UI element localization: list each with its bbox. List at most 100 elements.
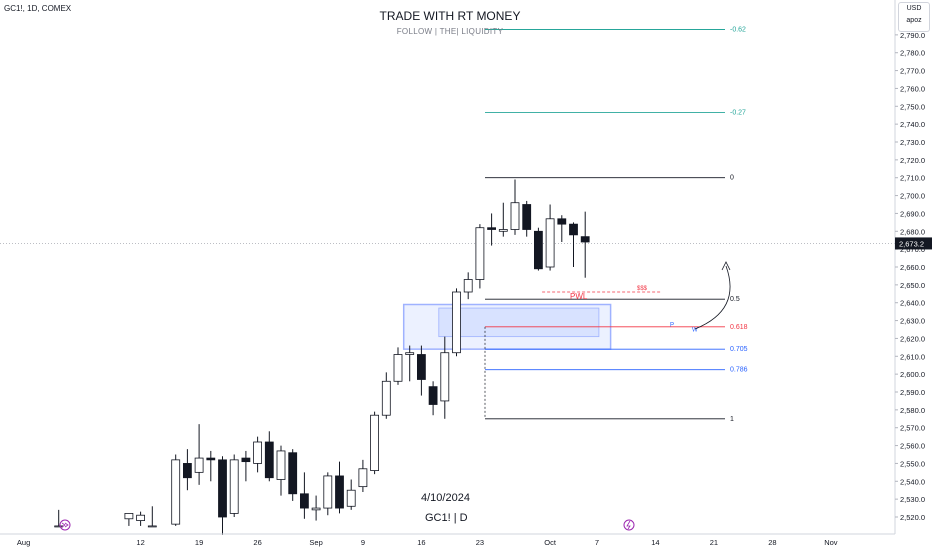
date-note: 4/10/2024 <box>421 492 470 504</box>
candlestick-series <box>54 179 590 535</box>
time-tick-label: 23 <box>476 538 484 547</box>
time-axis[interactable]: 26Aug121926Sep91623Oct7142128Nov <box>0 533 895 547</box>
price-tick-label: 2,740.0 <box>900 120 925 129</box>
zone-w-label: W <box>692 328 698 334</box>
price-axis[interactable]: 2,520.0 2,530.0 2,540.0 2,550.0 2,560.0 2,570… <box>894 0 932 534</box>
candle-body <box>463 279 473 293</box>
price-tick-label: 2,520.0 <box>900 513 925 522</box>
candle-body <box>182 463 192 479</box>
candle-body <box>346 489 356 507</box>
candle-body <box>218 459 227 518</box>
candle-body <box>381 380 391 416</box>
event-forward-icon <box>59 519 71 531</box>
time-tick-label: 16 <box>417 538 425 547</box>
fib-label: 0.786 <box>730 367 748 374</box>
currency-selector[interactable]: USD apoz <box>898 2 930 32</box>
time-tick-label: 9 <box>361 538 365 547</box>
price-tick-label: 2,750.0 <box>900 102 925 111</box>
candle-body <box>194 457 204 473</box>
candle-body <box>253 441 263 464</box>
symbol-note: GC1! | D <box>425 512 468 524</box>
price-tick-label: 2,780.0 <box>900 49 925 58</box>
candle-body <box>229 459 239 514</box>
chart-subtitle: FOLLOW | THE| LIQUIDITY <box>396 27 504 36</box>
candle-body <box>358 468 368 488</box>
price-tick-label: 2,710.0 <box>900 174 925 183</box>
fib-label: 1 <box>730 416 734 423</box>
curved-arrow <box>694 265 731 330</box>
time-tick-label: 21 <box>710 538 718 547</box>
liquidity-dollars-label: $$$ <box>637 286 648 292</box>
scale-label: apoz <box>906 17 922 24</box>
time-tick-label: 28 <box>768 538 776 547</box>
price-tick-label: 2,540.0 <box>900 477 925 486</box>
candle-body <box>136 514 146 521</box>
time-tick-label: 26 <box>253 538 261 547</box>
candle-body <box>416 354 426 380</box>
price-tick-label: 2,720.0 <box>900 156 925 165</box>
candle-body <box>498 229 508 232</box>
candle-body <box>557 218 567 225</box>
price-tick-label: 2,730.0 <box>900 138 925 147</box>
fib-label: -0.27 <box>730 110 746 117</box>
event-bolt-glyph-icon <box>626 520 631 530</box>
candle-body <box>510 202 520 230</box>
current-price-label: 2,673.2 <box>899 239 924 248</box>
price-tick-label: 2,590.0 <box>900 388 925 397</box>
fib-label: 0.5 <box>730 296 740 303</box>
price-tick-label: 2,560.0 <box>900 442 925 451</box>
price-tick-label: 2,620.0 <box>900 334 925 343</box>
fib-levels: -0.62 -0.27 0 0.5 0.618 0.705 0.786 1 <box>484 27 748 423</box>
candle-body <box>370 414 380 471</box>
time-tick-label: 14 <box>651 538 659 547</box>
price-tick-label: 2,580.0 <box>900 406 925 415</box>
candle-body <box>288 452 298 495</box>
price-tick-label: 2,640.0 <box>900 299 925 308</box>
event-forward-glyph-icon <box>61 522 69 528</box>
price-tick-label: 2,700.0 <box>900 192 925 201</box>
price-tick-label: 2,670.0 <box>900 245 925 254</box>
candle-body <box>522 204 532 230</box>
fib-label: 0 <box>730 175 734 182</box>
price-tick-label: 2,790.0 <box>900 31 925 40</box>
price-tick-label: 2,530.0 <box>900 495 925 504</box>
candle-body <box>428 386 438 405</box>
fib-label: 0.618 <box>730 324 748 331</box>
candle-body <box>54 525 64 528</box>
price-tick-label: 2,570.0 <box>900 424 925 433</box>
candle-body <box>171 459 181 525</box>
candle-body <box>440 352 450 402</box>
liquidity-zone <box>438 307 600 338</box>
price-tick-label: 2,770.0 <box>900 67 925 76</box>
candle-body <box>405 352 415 355</box>
time-tick-label: Oct <box>544 538 557 547</box>
pwl-label: PWL <box>570 292 588 301</box>
drawing-annotations: $$$ PWL P W <box>59 261 731 531</box>
currency-label: USD <box>906 5 922 12</box>
candle-body <box>487 227 497 230</box>
chart-title: TRADE WITH RT MONEY <box>379 9 521 23</box>
candle-body <box>276 450 286 480</box>
candle-body <box>452 291 461 354</box>
candle-body <box>299 493 309 509</box>
time-tick-label: Sep <box>309 538 322 547</box>
candle-body <box>335 475 344 509</box>
time-tick-label: 12 <box>136 538 144 547</box>
candle-body <box>545 218 555 268</box>
symbol-info[interactable]: GC1!, 1D, COMEX <box>4 4 72 13</box>
candle-body <box>393 354 403 382</box>
price-tick-label: 2,660.0 <box>900 263 925 272</box>
candle-body <box>475 227 485 280</box>
candle-body <box>206 457 216 461</box>
candle-body <box>147 525 157 528</box>
price-tick-label: 2,610.0 <box>900 352 925 361</box>
price-tick-label: 2,630.0 <box>900 317 925 326</box>
price-tick-label: 2,600.0 <box>900 370 925 379</box>
candle-body <box>569 223 578 236</box>
time-tick-label: 7 <box>595 538 599 547</box>
candle-body <box>311 507 321 511</box>
arrow-head-icon <box>721 261 731 271</box>
candle-body <box>534 230 543 270</box>
fib-label: 0.705 <box>730 346 748 353</box>
